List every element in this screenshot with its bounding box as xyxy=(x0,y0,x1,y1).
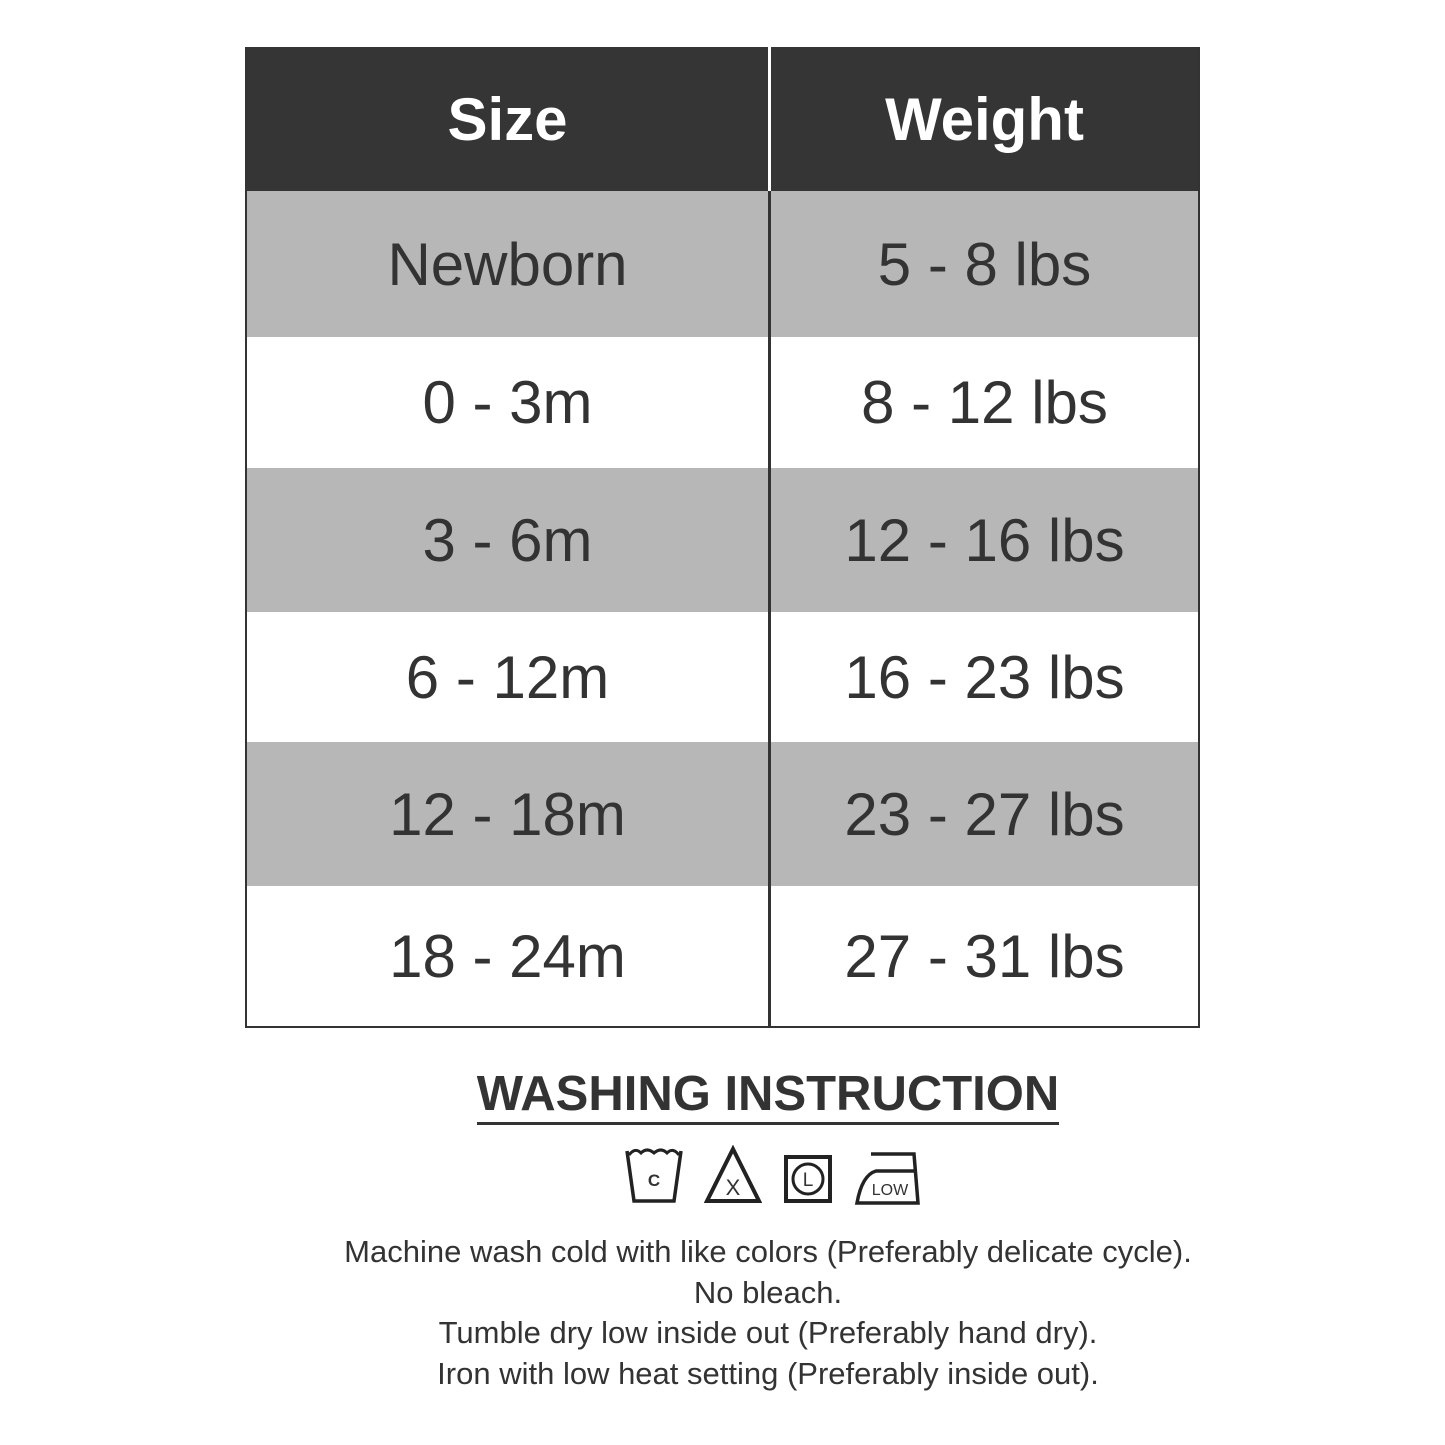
weight-cell: 5 - 8 lbs xyxy=(768,191,1198,337)
table-row: 3 - 6m 12 - 16 lbs xyxy=(247,468,1198,612)
svg-text:C: C xyxy=(648,1171,660,1190)
instruction-line: Machine wash cold with like colors (Pref… xyxy=(344,1234,1192,1269)
weight-cell: 12 - 16 lbs xyxy=(768,468,1198,612)
header-size: Size xyxy=(447,85,568,153)
size-cell: 6 - 12m xyxy=(405,643,610,711)
iron-low-icon: LOW xyxy=(854,1152,920,1205)
tumble-dry-low-icon: L xyxy=(784,1155,832,1203)
washing-instructions: Machine wash cold with like colors (Pref… xyxy=(0,1232,1445,1394)
size-cell: 12 - 18m xyxy=(389,780,626,848)
table-row: 18 - 24m 27 - 31 lbs xyxy=(247,886,1198,1026)
care-icons: C X L LOW xyxy=(620,1145,930,1207)
washing-title-text: WASHING INSTRUCTION xyxy=(476,1066,1060,1125)
table-row: 12 - 18m 23 - 27 lbs xyxy=(247,742,1198,886)
weight-cell: 23 - 27 lbs xyxy=(768,742,1198,886)
no-bleach-icon: X xyxy=(704,1145,762,1203)
size-cell: 3 - 6m xyxy=(422,506,593,574)
size-chart-table: Size Weight Newborn 5 - 8 lbs 0 - 3m 8 -… xyxy=(245,47,1200,1028)
instruction-line: Tumble dry low inside out (Preferably ha… xyxy=(438,1315,1098,1350)
size-cell: Newborn xyxy=(387,230,628,298)
instruction-line: Iron with low heat setting (Preferably i… xyxy=(437,1355,1099,1391)
weight-cell: 16 - 23 lbs xyxy=(768,612,1198,742)
table-row: Newborn 5 - 8 lbs xyxy=(247,191,1198,337)
instruction-line: No bleach. xyxy=(693,1274,843,1310)
svg-text:X: X xyxy=(726,1175,741,1200)
size-cell: 18 - 24m xyxy=(389,922,626,990)
svg-text:LOW: LOW xyxy=(872,1182,909,1199)
weight-cell: 27 - 31 lbs xyxy=(768,886,1198,1026)
wash-cold-icon: C xyxy=(625,1148,683,1203)
size-cell: 0 - 3m xyxy=(422,369,593,436)
weight-cell: 8 - 12 lbs xyxy=(768,337,1198,468)
table-row: 6 - 12m 16 - 23 lbs xyxy=(247,612,1198,742)
svg-text:L: L xyxy=(803,1170,814,1191)
washing-title: WASHING INSTRUCTION xyxy=(0,1066,1445,1125)
table-row: 0 - 3m 8 - 12 lbs xyxy=(247,337,1198,468)
table-header: Size Weight xyxy=(247,47,1198,191)
header-weight: Weight xyxy=(768,47,1198,191)
